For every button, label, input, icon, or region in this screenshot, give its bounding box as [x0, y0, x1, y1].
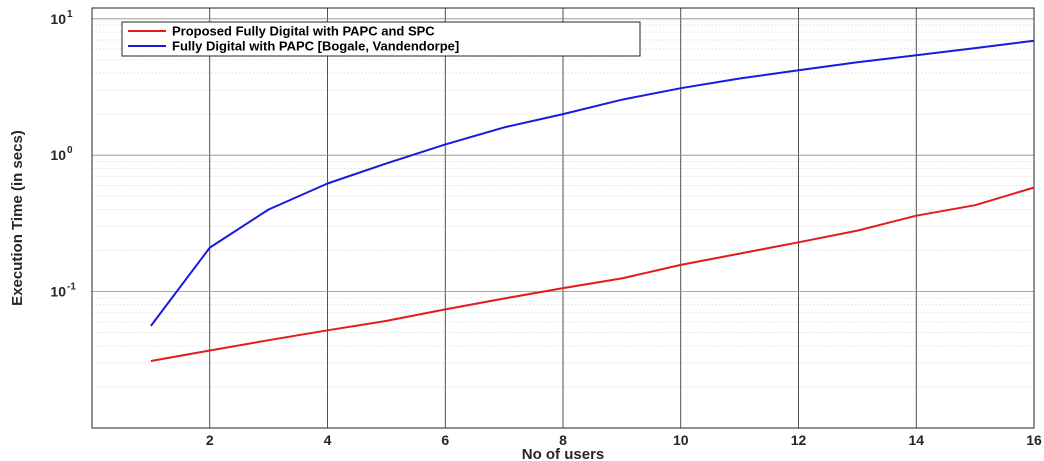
y-tick-exponent: 1: [67, 9, 73, 20]
legend-label-bogale: Fully Digital with PAPC [Bogale, Vandend…: [172, 39, 459, 54]
y-tick-base: 10: [50, 147, 66, 163]
series-line-1: [150, 39, 1035, 327]
y-tick-exponent: 0: [67, 145, 73, 156]
legend-label-proposed: Proposed Fully Digital with PAPC and SPC: [172, 24, 435, 39]
y-tick-exponent: -1: [67, 282, 76, 293]
x-tick-label: 12: [791, 432, 807, 448]
x-axis-label: No of users: [522, 446, 605, 461]
y-axis-label: Execution Time (in secs): [9, 130, 26, 306]
x-tick-label: 6: [441, 432, 449, 448]
x-tick-label: 14: [908, 432, 924, 448]
x-tick-label: 2: [206, 432, 214, 448]
x-tick-label: 10: [673, 432, 689, 448]
x-axis-ticks: 2 4 6 8 10 12 14 16: [206, 432, 1042, 448]
major-grid: [92, 8, 1035, 428]
y-tick-label: 10 1: [50, 9, 73, 27]
y-tick-label: 10 0: [50, 145, 73, 163]
y-tick-base: 10: [50, 11, 66, 27]
legend: Proposed Fully Digital with PAPC and SPC…: [121, 21, 641, 57]
x-tick-label: 4: [324, 432, 332, 448]
x-tick-label: 16: [1026, 432, 1042, 448]
series-layer: [150, 39, 1035, 362]
plot-frame: [91, 7, 1035, 429]
series-line-0: [150, 186, 1035, 362]
legend-box: [121, 21, 641, 57]
y-tick-label: 10 -1: [50, 282, 76, 300]
y-tick-base: 10: [50, 284, 66, 300]
x-tick-label: 8: [559, 432, 567, 448]
